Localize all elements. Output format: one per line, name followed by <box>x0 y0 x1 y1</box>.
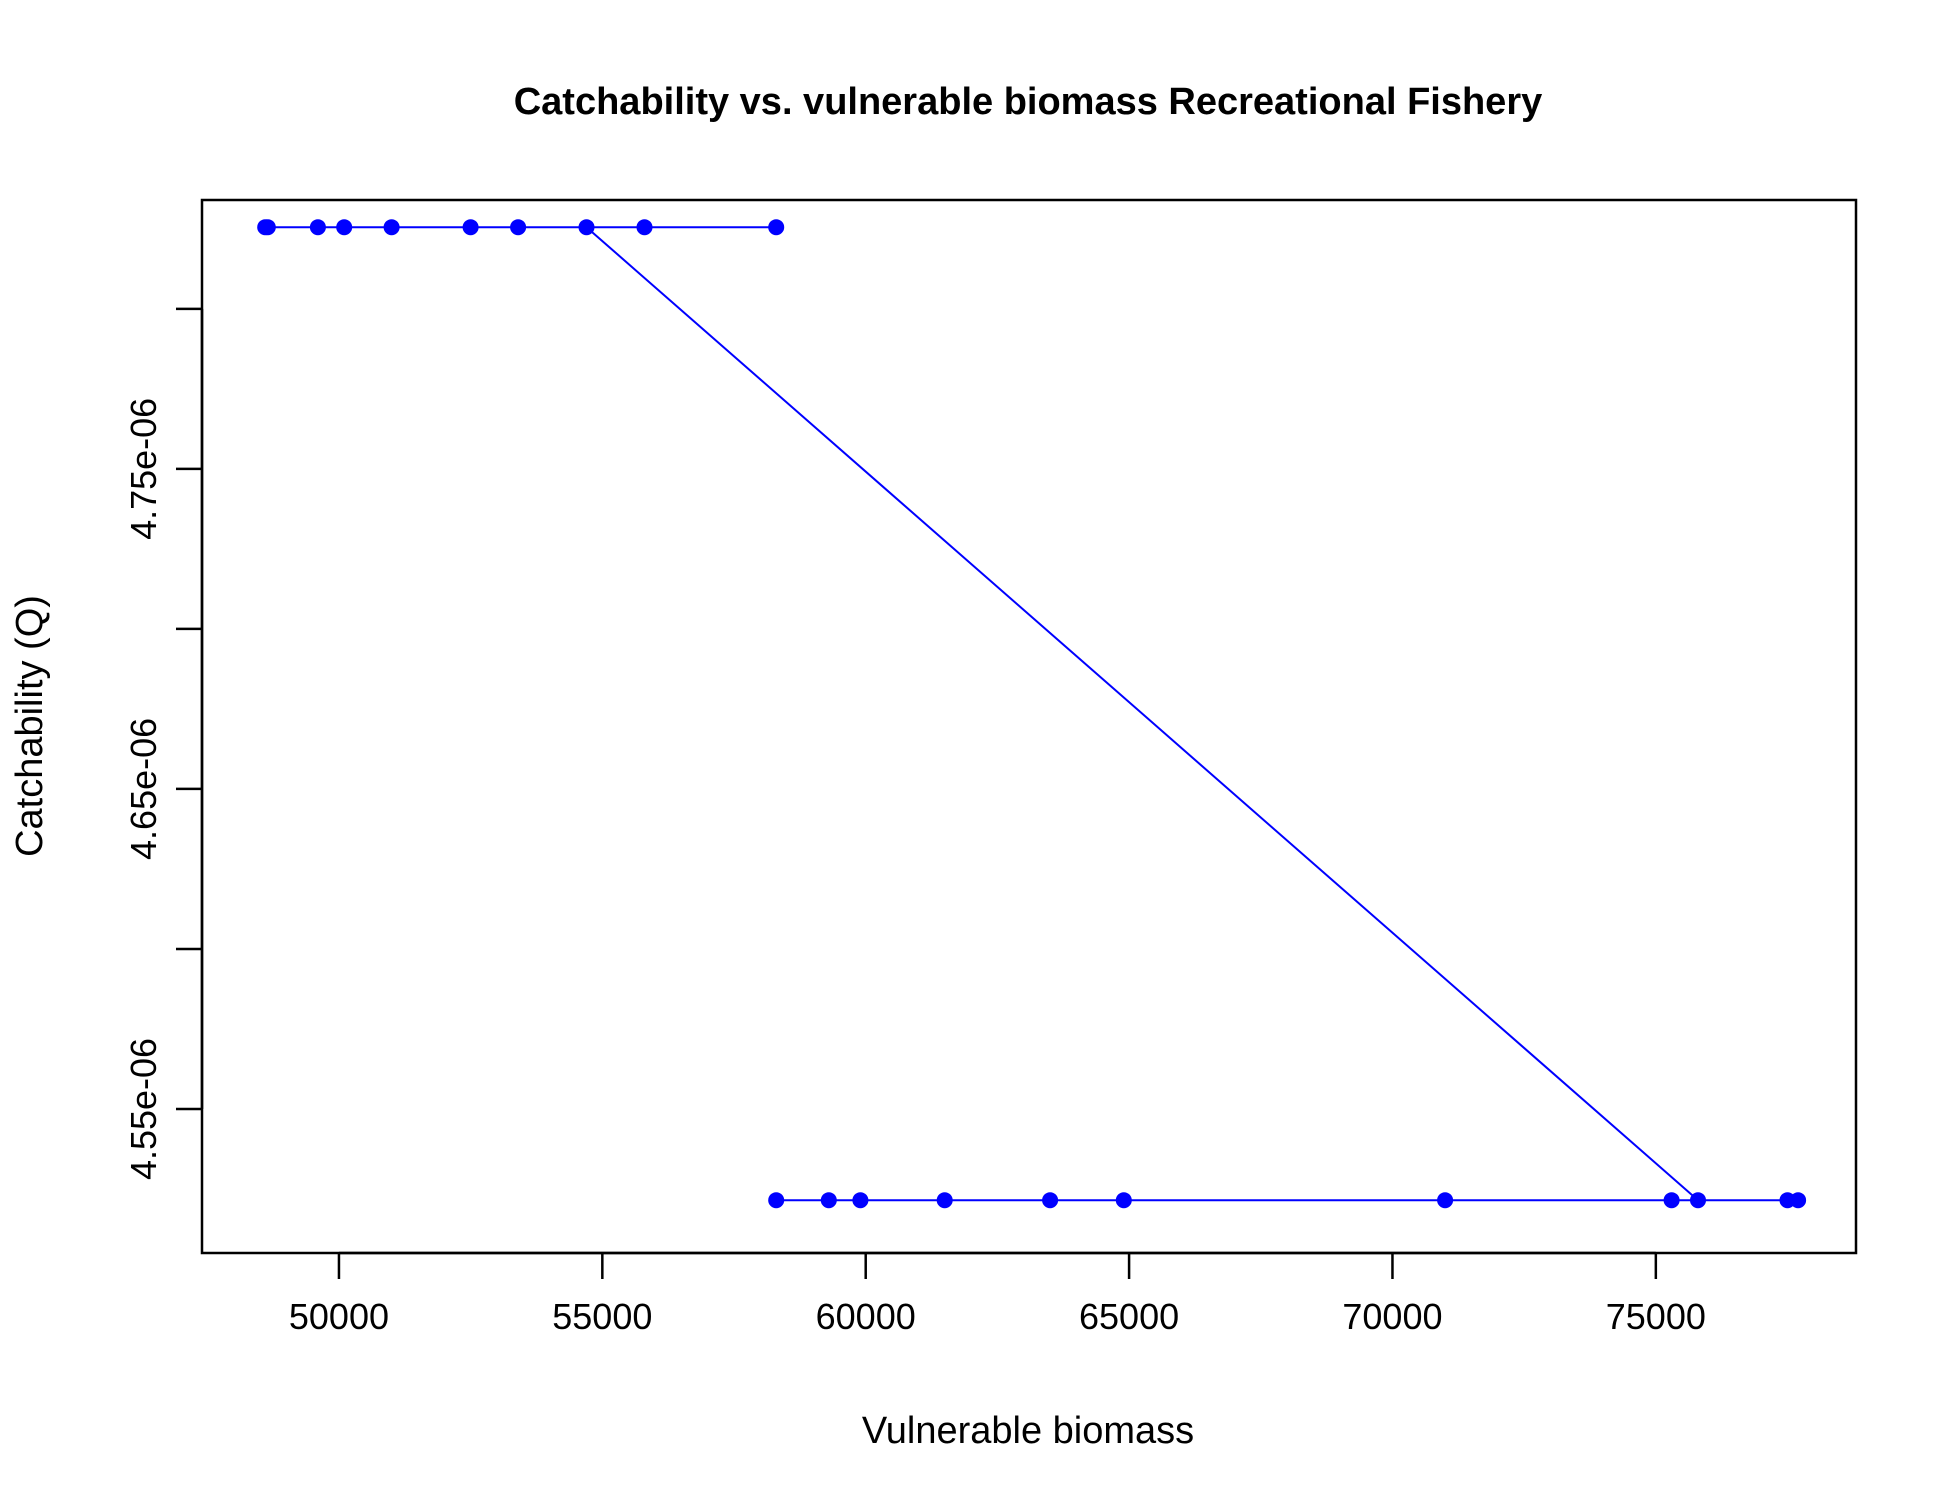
x-axis-label: Vulnerable biomass <box>862 1410 1194 1452</box>
data-point <box>1790 1192 1807 1209</box>
data-point <box>768 1192 785 1209</box>
y-tick-label: 4.75e-06 <box>123 398 164 540</box>
data-point <box>1042 1192 1059 1209</box>
data-point <box>768 219 785 236</box>
data-point <box>1690 1192 1706 1209</box>
x-tick-label: 60000 <box>816 1296 916 1337</box>
x-tick-label: 75000 <box>1606 1296 1706 1337</box>
x-tick-label: 70000 <box>1342 1296 1442 1337</box>
y-axis-label: Catchability (Q) <box>9 595 51 857</box>
data-point <box>383 219 400 236</box>
data-point <box>1115 1192 1132 1209</box>
data-series <box>257 219 1807 1209</box>
y-tick-label: 4.65e-06 <box>123 718 164 860</box>
data-point <box>336 219 353 236</box>
data-point <box>510 219 527 236</box>
x-tick-label: 65000 <box>1079 1296 1179 1337</box>
data-point <box>820 1192 837 1209</box>
data-point <box>1663 1192 1680 1209</box>
data-point <box>257 219 274 236</box>
data-point <box>578 219 595 236</box>
x-tick-label: 50000 <box>289 1296 389 1337</box>
data-point <box>309 219 326 236</box>
x-axis: 50000 55000 60000 65000 70000 75000 <box>289 1251 1706 1337</box>
chart-title: Catchability vs. vulnerable biomass Recr… <box>514 81 1543 123</box>
data-point <box>636 219 653 236</box>
y-tick-label: 4.55e-06 <box>123 1038 164 1180</box>
y-axis: 4.55e-06 4.65e-06 4.75e-06 <box>123 307 204 1180</box>
data-point <box>936 1192 953 1209</box>
x-tick-label: 55000 <box>552 1296 652 1337</box>
data-point <box>462 219 479 236</box>
data-point <box>1437 1192 1454 1209</box>
data-point <box>852 1192 869 1209</box>
